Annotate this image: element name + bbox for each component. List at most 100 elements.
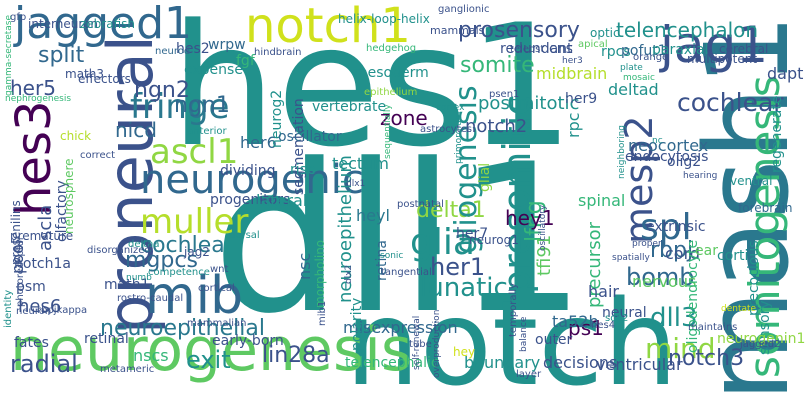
word-mosaic: mosaic bbox=[623, 73, 655, 83]
word-identity: identity bbox=[3, 289, 14, 328]
word-notch: notch bbox=[345, 274, 678, 404]
word-primordium: primordium bbox=[454, 111, 464, 164]
word-tangential: tangential bbox=[381, 267, 432, 278]
word-heyl: heyl bbox=[356, 206, 390, 225]
word-proper: proper bbox=[632, 239, 662, 249]
word-spl: spl bbox=[640, 207, 692, 248]
word-telencephalic: telencephalic bbox=[345, 355, 439, 371]
word-nervous: nervous bbox=[632, 272, 697, 291]
word-her7: her7 bbox=[456, 226, 489, 242]
word-zone: zone bbox=[380, 106, 428, 130]
word-bomb: bomb bbox=[626, 263, 695, 291]
word-zebrafish: zebrafish bbox=[80, 17, 136, 31]
word-postnatal: postnatal bbox=[397, 199, 444, 210]
word-multipotent: multipotent bbox=[687, 52, 758, 66]
word-disorganized: disorganized bbox=[87, 245, 151, 256]
word-chick: chick bbox=[60, 129, 92, 143]
word-cortical: cortical bbox=[198, 283, 235, 294]
word-morpholino: morpholino bbox=[313, 239, 327, 308]
word-dividing: dividing bbox=[220, 163, 276, 179]
word-her6: her6 bbox=[240, 133, 277, 152]
word-fringe: fringe bbox=[130, 87, 230, 127]
word-segmentation: segmentation bbox=[291, 98, 307, 195]
word-math3: math3 bbox=[65, 67, 104, 81]
word-metameric: metameric bbox=[100, 364, 155, 375]
word-pofut1: pofut1 bbox=[621, 43, 667, 59]
word-notch3: notch3 bbox=[668, 346, 745, 371]
word-retinal: retinal bbox=[84, 331, 129, 347]
word-corti: corti bbox=[717, 248, 749, 264]
word-extrinsic: extrinsic bbox=[646, 219, 706, 235]
word-her3: her3 bbox=[562, 56, 583, 66]
word-rbpj: rbpj bbox=[650, 238, 694, 263]
word-somite: somite bbox=[460, 53, 535, 78]
word-nc: nc bbox=[652, 136, 663, 146]
word-overproduction: overproduction bbox=[432, 309, 442, 378]
word-jag1: jag1 bbox=[660, 16, 769, 74]
word-deltad: deltad bbox=[608, 80, 659, 99]
word-expense: expense bbox=[184, 62, 243, 78]
word-gamma-secretase: gamma-secretase bbox=[4, 14, 14, 96]
word-correct: correct bbox=[80, 150, 116, 161]
word-muller: muller bbox=[140, 202, 249, 242]
word-ps1: ps1 bbox=[568, 316, 604, 340]
word-hes6: hes6 bbox=[18, 296, 62, 317]
word-ear: ear bbox=[695, 243, 718, 259]
word-nephrogenesis: nephrogenesis bbox=[5, 94, 72, 104]
word-dll3: dll3 bbox=[650, 303, 698, 333]
word-hes1: hes1 bbox=[170, 0, 575, 184]
word-tectum: tectum bbox=[332, 154, 389, 173]
word-ascla: ascla bbox=[35, 204, 56, 251]
word-jag2: jag2 bbox=[184, 245, 210, 259]
word-oscillator: oscillator bbox=[278, 129, 342, 145]
word-sequentially: sequentially bbox=[383, 104, 393, 159]
word-helix-loop-helix: helix-loop-helix bbox=[338, 12, 430, 26]
word-neocortex: neocortex bbox=[628, 136, 709, 155]
word-oscillatory: oscillatory bbox=[538, 204, 548, 251]
word-hearing: hearing bbox=[683, 171, 718, 181]
word-jagged1: jagged1 bbox=[14, 0, 193, 49]
word-mib: mib bbox=[145, 266, 244, 326]
word-neurogenin1: neurogenin1 bbox=[717, 331, 806, 347]
word-neurod: neurod bbox=[155, 46, 191, 57]
word-rpcs: rpcs bbox=[601, 44, 631, 60]
word-telencephalon: telencephalon bbox=[616, 18, 759, 42]
word-ngn2: ngn2 bbox=[134, 78, 190, 103]
word-rise: rise bbox=[290, 162, 316, 178]
word-hey1: hey1 bbox=[505, 206, 555, 230]
word-ventricular: ventricular bbox=[596, 355, 683, 374]
word-cochlear: cochlear bbox=[677, 88, 784, 117]
word-hindbrain: hindbrain bbox=[254, 47, 302, 58]
word-gfp: gfp bbox=[10, 12, 27, 23]
word-olig2: olig2 bbox=[667, 154, 702, 170]
word-nsc: nsc bbox=[295, 252, 314, 280]
word-astrocytes: astrocytes bbox=[420, 124, 472, 135]
word-orange: orange bbox=[633, 52, 669, 63]
word-postmitotic: postmitotic bbox=[478, 93, 580, 114]
word-notch2: notch2 bbox=[465, 116, 528, 137]
word-deltaa: deltaa bbox=[128, 239, 160, 250]
word-psen1: psen1 bbox=[489, 89, 520, 100]
word-cortex: cortex bbox=[436, 103, 465, 113]
word-optic: optic bbox=[590, 26, 620, 40]
word-dlx1: dlx1 bbox=[346, 179, 366, 189]
word-her9: her9 bbox=[565, 91, 598, 107]
word-rbpjkappa: rbpjkappa bbox=[37, 305, 88, 316]
word-balance: balance bbox=[519, 316, 529, 352]
word-premature: premature bbox=[10, 229, 74, 243]
word-midbrain: midbrain bbox=[536, 64, 608, 83]
word-hedgehog: hedgehog bbox=[366, 43, 417, 54]
word-notch1a: notch1a bbox=[14, 256, 71, 272]
word-apical: apical bbox=[578, 39, 608, 50]
word-exit: exit bbox=[186, 346, 231, 374]
word-cerebral: cerebral bbox=[719, 42, 769, 56]
word-glial: glial bbox=[477, 162, 493, 192]
word-dlx2: dlx2 bbox=[344, 264, 354, 284]
word-cord: cord bbox=[665, 244, 701, 263]
word-hair: hair bbox=[588, 282, 619, 301]
word-ascl1: ascl1 bbox=[150, 132, 239, 172]
word-nscs: nscs bbox=[133, 346, 169, 365]
word-ngn1: ngn1 bbox=[174, 93, 230, 118]
word-self-renewal: self-renewal bbox=[412, 315, 422, 370]
word-psm: psm bbox=[16, 279, 46, 295]
